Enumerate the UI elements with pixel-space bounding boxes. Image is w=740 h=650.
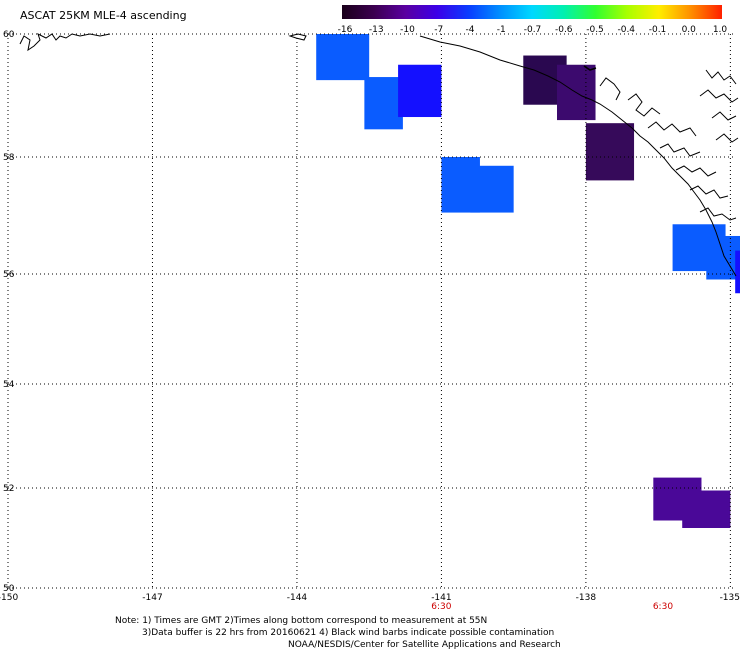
longitude-label: -144 <box>287 593 308 603</box>
longitude-label: -135 <box>720 593 740 603</box>
latitude-labels: 60 58 56 54 52 50 <box>3 30 15 594</box>
colorbar-tick-label: -10 <box>400 25 415 35</box>
latitude-label: 60 <box>3 30 15 40</box>
colorbar-tick-label: 0.0 <box>681 25 696 35</box>
longitude-labels: -150 -147 -144 -141 -138 -135 <box>0 593 740 603</box>
colorbar-tick-label: -7 <box>434 25 444 35</box>
data-cell <box>706 235 740 280</box>
time-label: 6:30 <box>431 602 451 612</box>
data-cell <box>735 250 740 294</box>
note-line-2: 3)Data buffer is 22 hrs from 20160621 4)… <box>142 628 555 638</box>
coastline-bay <box>288 33 307 41</box>
time-label: 6:30 <box>653 602 673 612</box>
chart-title: ASCAT 25KM MLE-4 ascending <box>20 9 187 22</box>
colorbar-tick-label: -0.4 <box>617 25 636 35</box>
data-cell <box>316 34 370 81</box>
colorbar-tick-label: -0.1 <box>648 25 667 35</box>
data-cell <box>364 77 403 130</box>
note-line-1: Note: 1) Times are GMT 2)Times along bot… <box>115 616 488 626</box>
longitude-label: -141 <box>431 593 451 603</box>
latitude-label: 54 <box>3 380 15 390</box>
latitude-label: 56 <box>3 270 15 280</box>
longitude-label: -150 <box>0 593 18 603</box>
colorbar-tick-label: 1.0 <box>712 25 728 35</box>
longitude-label: -147 <box>142 593 162 603</box>
coastline-main <box>419 35 737 277</box>
latitude-label: 52 <box>3 484 14 494</box>
colorbar-tick-label: -0.6 <box>554 25 573 35</box>
colorbar-tick-label: -16 <box>337 25 353 35</box>
data-cell <box>585 123 635 181</box>
latitude-label: 58 <box>3 153 15 163</box>
colorbar <box>342 5 722 19</box>
coastline-west <box>19 33 111 52</box>
colorbar-tick-label: -0.7 <box>523 25 542 35</box>
data-cell <box>682 490 731 528</box>
data-cell <box>470 165 514 213</box>
colorbar-tick-label: -1 <box>496 25 506 35</box>
latitude-label: 50 <box>3 584 15 594</box>
lat-lon-grid <box>7 33 736 589</box>
data-cell <box>398 64 442 118</box>
note-line-3: NOAA/NESDIS/Center for Satellite Applica… <box>288 640 561 650</box>
longitude-label: -138 <box>576 593 597 603</box>
colorbar-tick-label: -0.5 <box>586 25 604 35</box>
data-cells <box>316 34 740 528</box>
colorbar-tick-label: -4 <box>465 25 475 35</box>
time-labels: 6:30 6:30 <box>431 602 673 612</box>
colorbar-tick-label: -13 <box>368 25 384 35</box>
